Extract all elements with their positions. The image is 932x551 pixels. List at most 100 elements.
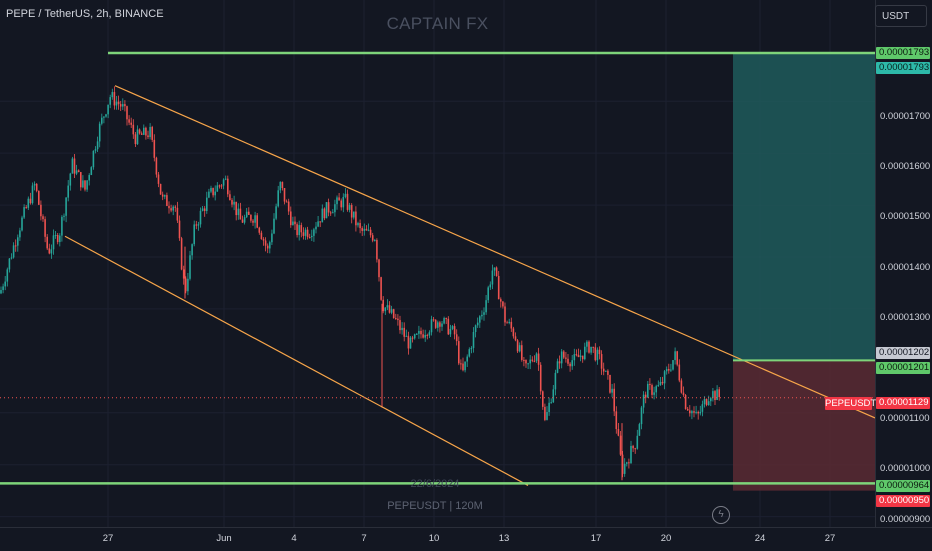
candle-body: [409, 337, 412, 349]
candle-body: [298, 225, 300, 236]
candle-body: [668, 369, 670, 371]
candle-body: [128, 119, 130, 123]
channel-lower-line[interactable]: [64, 235, 529, 486]
candle-body: [98, 123, 101, 142]
candle-body: [714, 391, 716, 401]
stop-price-label[interactable]: 0.00000950: [876, 495, 930, 507]
candle-body: [2, 286, 4, 291]
candle-body: [71, 158, 74, 174]
x-tick: 20: [660, 533, 672, 544]
candle-body: [693, 411, 695, 413]
candle-body: [67, 185, 69, 198]
candle-body: [157, 174, 160, 184]
candle-body: [69, 173, 72, 186]
candle-body: [359, 223, 361, 229]
candle-body: [235, 201, 237, 216]
candle-body: [399, 320, 401, 331]
candle-body: [4, 281, 6, 287]
candle-body: [296, 224, 298, 236]
candle-body: [590, 346, 592, 353]
candle-body: [500, 299, 502, 302]
candle-body: [327, 202, 330, 213]
candle-body: [384, 307, 387, 312]
candle-body: [458, 341, 460, 364]
candle-body: [52, 235, 55, 250]
candle-body: [80, 172, 82, 188]
target-zone[interactable]: [733, 52, 875, 361]
candle-body: [588, 341, 590, 353]
price-axis[interactable]: [875, 0, 932, 527]
candle-body: [596, 349, 599, 361]
candle-body: [649, 383, 651, 386]
entry-price-label[interactable]: 0.00001201: [876, 362, 930, 374]
candle-body: [647, 383, 649, 398]
candle-body: [716, 389, 718, 401]
target-price-label[interactable]: 0.00001793: [876, 47, 930, 59]
candle-body: [334, 204, 336, 213]
stop-line-price-label[interactable]: 0.00000964: [876, 480, 930, 492]
candle-body: [182, 269, 185, 279]
candle-body: [302, 232, 305, 236]
candle-body: [367, 229, 370, 231]
candle-body: [571, 360, 573, 367]
candle-body: [191, 244, 193, 256]
candle-body: [357, 223, 359, 226]
candle-body: [428, 332, 431, 336]
y-tick: 0.00001500: [880, 211, 931, 222]
target-price-label-2[interactable]: 0.00001793: [876, 62, 930, 74]
symbol-title[interactable]: PEPE / TetherUS, 2h, BINANCE: [6, 8, 164, 20]
candle-body: [453, 326, 456, 335]
time-axis[interactable]: [0, 527, 932, 551]
candle-body: [243, 217, 246, 223]
candle-body: [212, 187, 214, 196]
candle-body: [449, 328, 452, 335]
candle-body: [581, 355, 584, 360]
candle-body: [420, 330, 422, 335]
candle-body: [380, 277, 382, 300]
entry-upper-price-label[interactable]: 0.00001202: [876, 347, 930, 359]
candle-body: [552, 389, 555, 403]
candle-body: [516, 340, 519, 352]
currency-button[interactable]: USDT: [875, 5, 927, 27]
candle-body: [407, 335, 410, 349]
candle-body: [602, 368, 605, 372]
candle-body: [392, 309, 395, 319]
candle-body: [138, 129, 141, 134]
y-tick: 0.00001300: [880, 312, 931, 323]
candle-body: [426, 334, 429, 336]
lightning-icon[interactable]: ϟ: [712, 506, 730, 524]
candle-body: [306, 229, 309, 238]
candle-body: [23, 207, 25, 218]
candle-body: [35, 183, 38, 191]
candle-body: [239, 208, 242, 220]
candle-body: [338, 197, 340, 201]
last-price-label[interactable]: 0.00001129: [876, 397, 930, 409]
channel-upper-line[interactable]: [114, 85, 875, 419]
stop-zone[interactable]: [733, 360, 875, 491]
candle-body: [483, 312, 485, 315]
x-tick: 10: [428, 533, 440, 544]
candle-body: [699, 411, 702, 414]
candle-body: [323, 208, 326, 219]
candle-body: [46, 236, 48, 249]
candle-body: [199, 210, 202, 225]
candle-body: [33, 183, 36, 186]
candle-body: [332, 212, 334, 214]
candle-body: [468, 349, 471, 357]
candle-body: [77, 170, 80, 173]
candle-body: [126, 106, 128, 120]
price-chart[interactable]: [0, 0, 875, 527]
candle-body: [514, 336, 517, 341]
candle-body: [531, 359, 534, 361]
candle-body: [472, 332, 475, 348]
candle-body: [350, 205, 353, 218]
candle-body: [321, 208, 324, 223]
candle-body: [718, 389, 720, 398]
candle-body: [554, 372, 557, 390]
candle-body: [619, 435, 622, 455]
candle-body: [269, 242, 271, 249]
candle-body: [27, 198, 30, 208]
candle-body: [233, 201, 235, 205]
candle-body: [218, 185, 221, 187]
candle-body: [203, 208, 206, 212]
